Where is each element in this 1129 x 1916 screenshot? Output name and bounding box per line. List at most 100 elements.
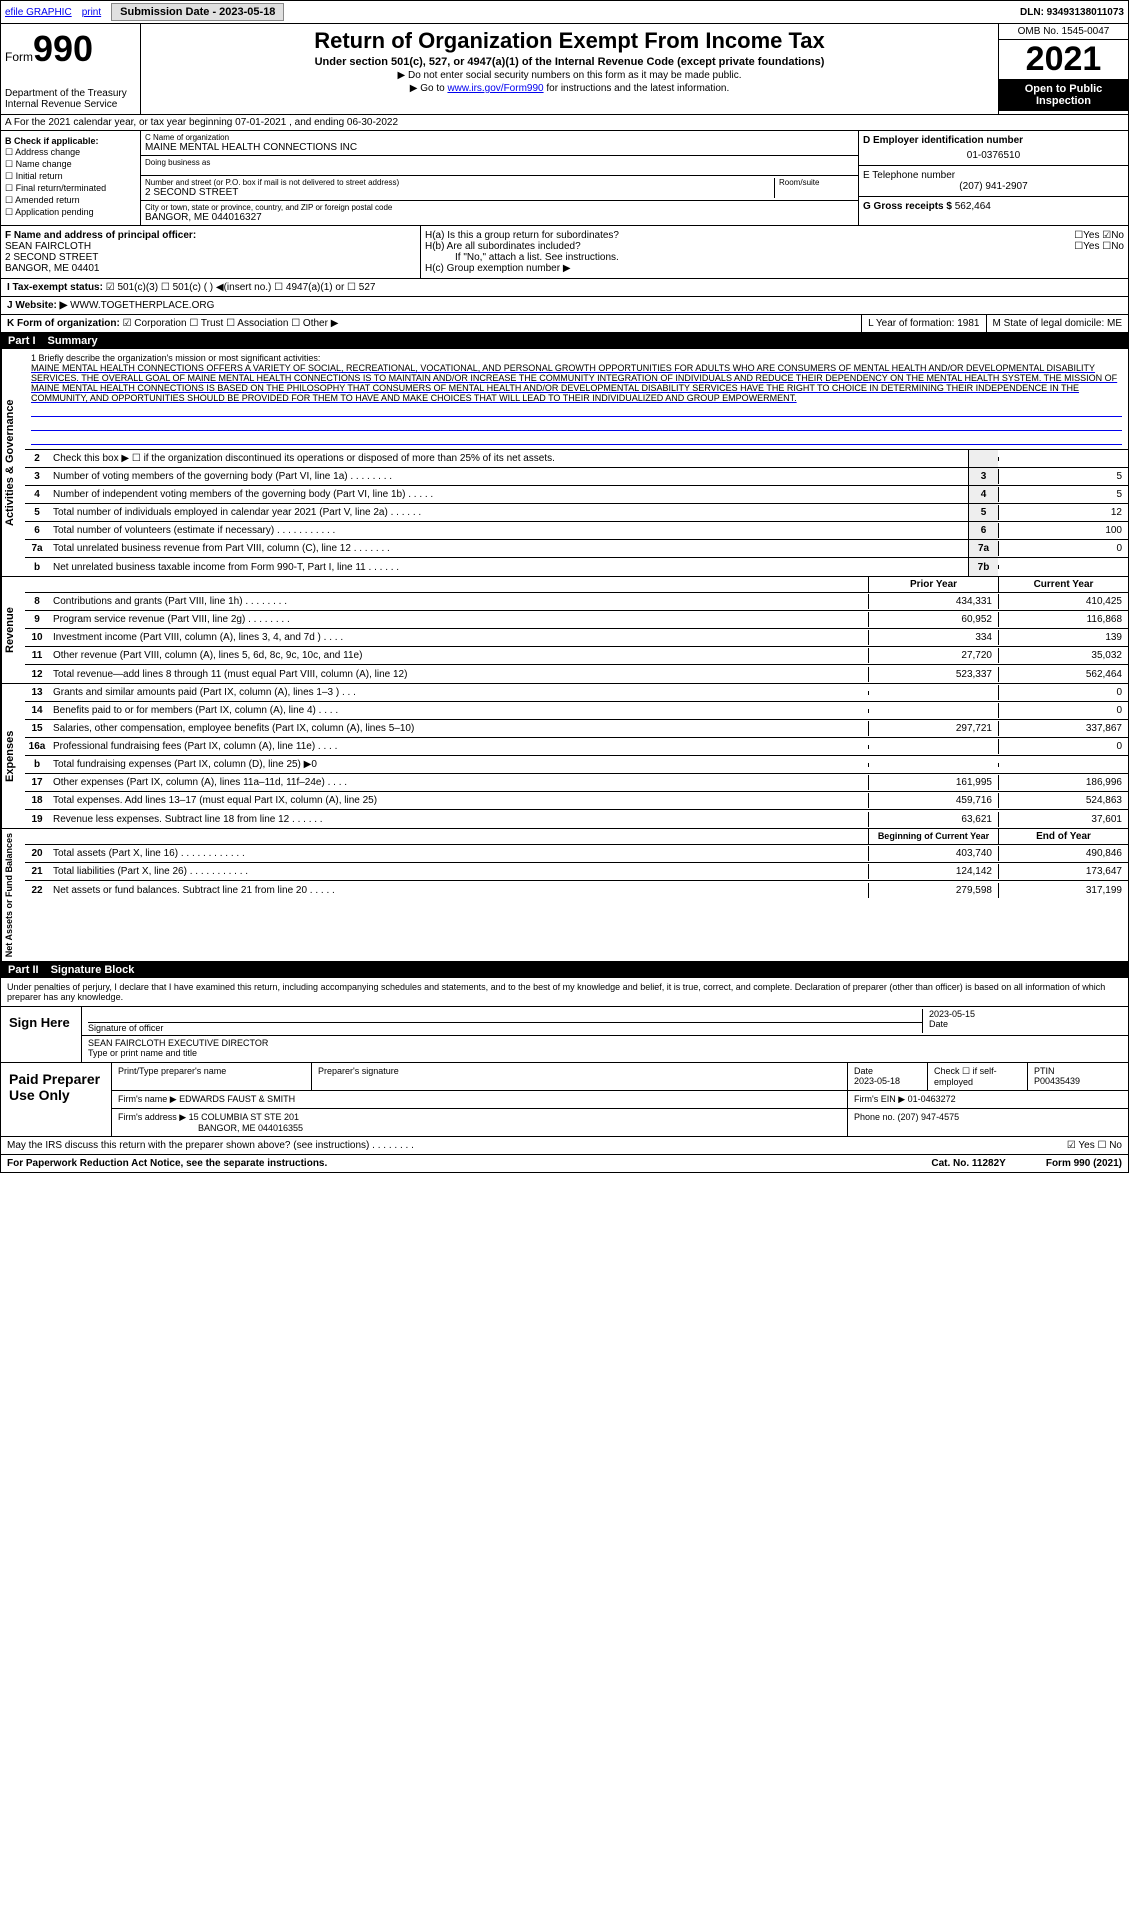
print-link[interactable]: print xyxy=(82,7,101,18)
sig-name-label: Type or print name and title xyxy=(88,1048,1122,1058)
state-domicile: M State of legal domicile: ME xyxy=(986,315,1129,332)
block-d: D Employer identification number 01-0376… xyxy=(858,131,1128,225)
table-row: 9Program service revenue (Part VIII, lin… xyxy=(25,611,1128,629)
vtab-activities: Activities & Governance xyxy=(1,349,25,576)
officer-addr2: BANGOR, ME 04401 xyxy=(5,263,416,274)
chk-initial-return[interactable]: ☐ Initial return xyxy=(5,171,136,182)
website-label: J Website: ▶ xyxy=(7,300,67,311)
part1-label: Part I xyxy=(8,335,36,347)
form-subtitle-3: ▶ Go to www.irs.gov/Form990 for instruct… xyxy=(145,83,994,94)
mission-text: MAINE MENTAL HEALTH CONNECTIONS OFFERS A… xyxy=(31,363,1122,403)
signature-declaration: Under penalties of perjury, I declare th… xyxy=(1,978,1128,1006)
tax-exempt-opts[interactable]: ☑ 501(c)(3) ☐ 501(c) ( ) ◀(insert no.) ☐… xyxy=(106,282,376,293)
block-c: C Name of organization MAINE MENTAL HEAL… xyxy=(141,131,858,225)
prep-ptin: PTIN P00435439 xyxy=(1028,1063,1128,1090)
current-year-header: Current Year xyxy=(998,577,1128,592)
sig-officer-label: Signature of officer xyxy=(88,1023,922,1033)
prior-year-header: Prior Year xyxy=(868,577,998,592)
firm-name-label: Firm's name ▶ xyxy=(118,1094,177,1104)
table-row: 6Total number of volunteers (estimate if… xyxy=(25,522,1128,540)
table-row: 18Total expenses. Add lines 13–17 (must … xyxy=(25,792,1128,810)
prep-self-employed[interactable]: Check ☐ if self-employed xyxy=(928,1063,1028,1090)
hb-note: If "No," attach a list. See instructions… xyxy=(425,252,1124,263)
addr-label: Number and street (or P.O. box if mail i… xyxy=(145,178,774,187)
prep-date: Date 2023-05-18 xyxy=(848,1063,928,1090)
chk-address-change[interactable]: ☐ Address change xyxy=(5,147,136,158)
hb-answer[interactable]: ☐Yes ☐No xyxy=(1074,241,1124,252)
table-row: 12Total revenue—add lines 8 through 11 (… xyxy=(25,665,1128,683)
vtab-revenue: Revenue xyxy=(1,577,25,683)
table-row: 4Number of independent voting members of… xyxy=(25,486,1128,504)
officer-label: F Name and address of principal officer: xyxy=(5,230,416,241)
prep-sig-label: Preparer's signature xyxy=(312,1063,848,1090)
year-formation: L Year of formation: 1981 xyxy=(861,315,985,332)
part2-label: Part II xyxy=(8,964,39,976)
preparer-title: Paid Preparer Use Only xyxy=(1,1063,111,1136)
part2-header: Part II Signature Block xyxy=(0,962,1129,978)
open-inspection: Open to Public Inspection xyxy=(999,79,1128,111)
discuss-question: May the IRS discuss this return with the… xyxy=(7,1140,1067,1151)
mission-label: 1 Briefly describe the organization's mi… xyxy=(31,353,1122,363)
org-name-label: C Name of organization xyxy=(145,133,854,142)
chk-final-return[interactable]: ☐ Final return/terminated xyxy=(5,183,136,194)
table-row: bTotal fundraising expenses (Part IX, co… xyxy=(25,756,1128,774)
preparer-block: Paid Preparer Use Only Print/Type prepar… xyxy=(0,1063,1129,1137)
table-row: 8Contributions and grants (Part VIII, li… xyxy=(25,593,1128,611)
row-i: I Tax-exempt status: ☑ 501(c)(3) ☐ 501(c… xyxy=(0,279,1129,297)
table-row: 13Grants and similar amounts paid (Part … xyxy=(25,684,1128,702)
chk-name-change[interactable]: ☐ Name change xyxy=(5,159,136,170)
table-row: 11Other revenue (Part VIII, column (A), … xyxy=(25,647,1128,665)
ha-answer[interactable]: ☐Yes ☑No xyxy=(1074,230,1124,241)
dba-label: Doing business as xyxy=(145,158,854,167)
footer-bottom: For Paperwork Reduction Act Notice, see … xyxy=(0,1155,1129,1173)
form-title: Return of Organization Exempt From Incom… xyxy=(145,28,994,54)
submission-date-button[interactable]: Submission Date - 2023-05-18 xyxy=(111,3,284,21)
vtab-expenses: Expenses xyxy=(1,684,25,828)
hb-label: H(b) Are all subordinates included? xyxy=(425,241,581,252)
prep-name-label: Print/Type preparer's name xyxy=(112,1063,312,1090)
discuss-answer[interactable]: ☑ Yes ☐ No xyxy=(1067,1140,1122,1151)
net-assets-section: Net Assets or Fund Balances Beginning of… xyxy=(0,829,1129,962)
row-f-h: F Name and address of principal officer:… xyxy=(0,226,1129,279)
gross-label: G Gross receipts $ xyxy=(863,201,952,212)
table-row: 2Check this box ▶ ☐ if the organization … xyxy=(25,450,1128,468)
table-row: 7aTotal unrelated business revenue from … xyxy=(25,540,1128,558)
chk-amended-return[interactable]: ☐ Amended return xyxy=(5,195,136,206)
tel-value: (207) 941-2907 xyxy=(863,181,1124,192)
form-ref: Form 990 (2021) xyxy=(1046,1158,1122,1169)
irs-label: Internal Revenue Service xyxy=(5,99,136,110)
efile-link[interactable]: efile GRAPHIC xyxy=(5,7,72,18)
topbar: efile GRAPHIC print Submission Date - 20… xyxy=(0,0,1129,24)
tel-label: E Telephone number xyxy=(863,170,1124,181)
row-k: K Form of organization: ☑ Corporation ☐ … xyxy=(0,315,1129,333)
col-header-1: Prior Year Current Year xyxy=(25,577,1128,593)
city-value: BANGOR, ME 044016327 xyxy=(145,212,854,223)
table-row: 14Benefits paid to or for members (Part … xyxy=(25,702,1128,720)
begin-year-header: Beginning of Current Year xyxy=(868,829,998,844)
table-row: 17Other expenses (Part IX, column (A), l… xyxy=(25,774,1128,792)
table-row: 10Investment income (Part VIII, column (… xyxy=(25,629,1128,647)
activities-section: Activities & Governance 1 Briefly descri… xyxy=(0,349,1129,577)
firm-phone: Phone no. (207) 947-4575 xyxy=(848,1109,1128,1136)
block-b: B Check if applicable: ☐ Address change … xyxy=(1,131,141,225)
mission-block: 1 Briefly describe the organization's mi… xyxy=(25,349,1128,450)
irs-link[interactable]: www.irs.gov/Form990 xyxy=(447,83,543,94)
col-header-2: Beginning of Current Year End of Year xyxy=(25,829,1128,845)
sig-date-label: Date xyxy=(929,1019,1122,1029)
vtab-net-assets: Net Assets or Fund Balances xyxy=(1,829,25,961)
room-label: Room/suite xyxy=(779,178,854,187)
signature-block: Under penalties of perjury, I declare th… xyxy=(0,978,1129,1063)
expenses-section: Expenses 13Grants and similar amounts pa… xyxy=(0,684,1129,829)
block-bcd: B Check if applicable: ☐ Address change … xyxy=(0,131,1129,226)
form-word: Form xyxy=(5,50,33,64)
part1-header: Part I Summary xyxy=(0,333,1129,349)
form-org-opts[interactable]: ☑ Corporation ☐ Trust ☐ Association ☐ Ot… xyxy=(123,318,339,329)
paperwork-notice: For Paperwork Reduction Act Notice, see … xyxy=(7,1158,931,1169)
part1-title: Summary xyxy=(48,335,98,347)
org-name: MAINE MENTAL HEALTH CONNECTIONS INC xyxy=(145,142,854,153)
dept-treasury: Department of the Treasury xyxy=(5,88,136,99)
chk-application-pending[interactable]: ☐ Application pending xyxy=(5,207,136,218)
website-value: WWW.TOGETHERPLACE.ORG xyxy=(70,300,214,311)
firm-ein: Firm's EIN ▶ 01-0463272 xyxy=(848,1091,1128,1108)
footer-discuss: May the IRS discuss this return with the… xyxy=(0,1137,1129,1155)
